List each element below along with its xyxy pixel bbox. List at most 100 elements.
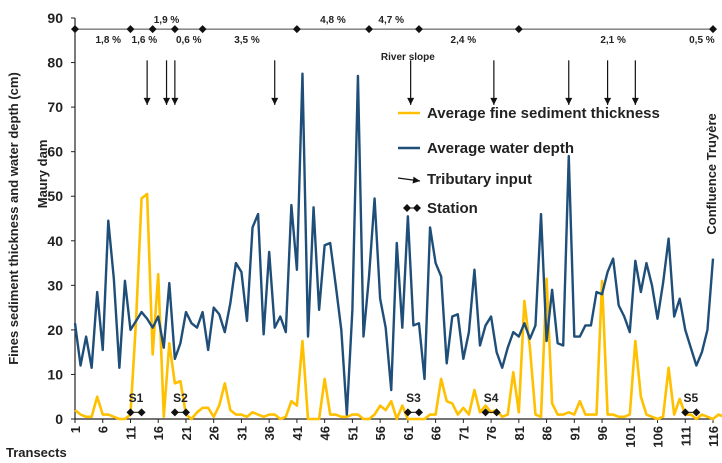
- x-tick-label: 26: [207, 426, 222, 440]
- station-label: S1: [129, 391, 144, 405]
- station-diamond: [492, 408, 501, 417]
- x-tick-label: 91: [567, 426, 582, 440]
- y-tick-label: 50: [47, 188, 63, 204]
- x-tick-label: 76: [484, 426, 499, 440]
- x-tick-label: 21: [179, 426, 194, 440]
- slope-label: 4,7 %: [378, 15, 404, 26]
- x-tick-label: 36: [262, 426, 277, 440]
- tributary-arrow: [171, 60, 179, 105]
- slope-label: 1,6 %: [132, 35, 158, 46]
- x-tick-label: 31: [234, 426, 249, 440]
- tributary-arrow: [407, 60, 415, 105]
- x-tick-label: 101: [623, 426, 638, 448]
- slope-diamond: [414, 25, 423, 34]
- slope-label: 1,8 %: [95, 35, 121, 46]
- station-label: S4: [484, 391, 499, 405]
- x-tick-label: 81: [512, 426, 527, 440]
- tributary-arrow-head: [271, 97, 279, 105]
- tributary-arrow: [631, 60, 639, 105]
- slope-label: 2,1 %: [600, 35, 626, 46]
- x-axis-title: Transects: [6, 445, 67, 460]
- x-tick-label: 6: [96, 426, 111, 433]
- slope-diamond: [365, 25, 374, 34]
- slope-label: 2,4 %: [451, 35, 477, 46]
- series-lines: [73, 72, 722, 421]
- legend: Average fine sediment thickness Average w…: [397, 105, 660, 217]
- station-diamond: [181, 408, 190, 417]
- station-diamond: [481, 408, 490, 417]
- station-diamond: [170, 408, 179, 417]
- slope-diamond: [292, 25, 301, 34]
- x-tick-label: 66: [429, 426, 444, 440]
- tributary-arrow: [271, 60, 279, 105]
- legend-station-diamond: [413, 204, 421, 212]
- x-tick-label: 71: [456, 426, 471, 440]
- x-tick-label: 51: [345, 426, 360, 440]
- tributary-arrow-head: [565, 97, 573, 105]
- tributary-arrow-head: [407, 97, 415, 105]
- tributary-arrow: [565, 60, 573, 105]
- x-tick-label: 96: [595, 426, 610, 440]
- x-tick-label: 86: [540, 426, 555, 440]
- x-tick-label: 61: [401, 426, 416, 440]
- x-tick-label: 41: [290, 426, 305, 440]
- tributary-arrows: [143, 60, 639, 105]
- slope-title: River slope: [381, 52, 435, 63]
- station-label: S5: [683, 391, 698, 405]
- station-diamond: [692, 408, 701, 417]
- y-tick-label: 90: [47, 10, 63, 26]
- x-tick-label: 56: [373, 426, 388, 440]
- slope-label: 0,5 %: [689, 35, 715, 46]
- tributary-arrow-head: [631, 97, 639, 105]
- legend-tributary-label: Tributary input: [427, 171, 532, 188]
- legend-station-diamond: [403, 204, 411, 212]
- slope-diamond: [170, 25, 179, 34]
- x-tick-label: 11: [123, 426, 138, 440]
- river-slope-band: 1,8 % 1,6 % 1,9 % 0,6 % 3,5 % 4,8 % 4,7 % 2,4 %…: [71, 15, 717, 63]
- slope-diamond: [148, 25, 157, 34]
- tributary-arrow-head: [604, 97, 612, 105]
- slope-label: 1,9 %: [154, 15, 180, 26]
- station-s3: S3: [403, 391, 423, 417]
- y-tick-label: 60: [47, 144, 63, 160]
- legend-tributary-arrow: [397, 176, 421, 184]
- station-label: S3: [406, 391, 421, 405]
- fine-sediment-line: [74, 192, 722, 421]
- x-tick-label: 1: [68, 426, 83, 433]
- y-tick-label: 80: [47, 55, 63, 71]
- station-diamond: [403, 408, 412, 417]
- station-diamond: [681, 408, 690, 417]
- tributary-arrow-head: [490, 97, 498, 105]
- station-s1: S1: [126, 391, 146, 417]
- y-tick-label: 20: [47, 322, 63, 338]
- station-s4: S4: [481, 391, 501, 417]
- axis-labels: Fines sediment thickness and water depth…: [6, 72, 719, 460]
- y-tick-label: 40: [47, 233, 63, 249]
- x-tick-label: 16: [151, 426, 166, 440]
- x-tick-label: 116: [706, 426, 721, 447]
- left-annotation: Maury dam: [35, 140, 50, 209]
- tributary-arrow: [490, 60, 498, 105]
- tributary-arrow-head: [171, 97, 179, 105]
- station-label: S2: [173, 391, 188, 405]
- x-tick-label: 46: [318, 426, 333, 440]
- station-markers: S1 S2 S3 S4 S5: [126, 391, 701, 417]
- station-diamond: [126, 408, 135, 417]
- station-s2: S2: [170, 391, 190, 417]
- tributary-arrow: [143, 60, 151, 105]
- station-s5: S5: [681, 391, 701, 417]
- y-axis-title: Fines sediment thickness and water depth…: [6, 72, 21, 365]
- tributary-arrow: [163, 60, 171, 105]
- slope-diamond: [709, 25, 717, 34]
- y-tick-label: 70: [47, 99, 63, 115]
- slope-label: 3,5 %: [234, 35, 260, 46]
- station-diamond: [137, 408, 146, 417]
- x-tick-label: 106: [651, 426, 666, 448]
- y-tick-label: 0: [55, 411, 63, 427]
- legend-fine-label: Average fine sediment thickness: [427, 105, 660, 122]
- slope-label: 4,8 %: [320, 15, 346, 26]
- x-tick-label: 111: [678, 426, 693, 446]
- y-tick-label: 30: [47, 277, 63, 293]
- water-depth-line: [73, 72, 715, 416]
